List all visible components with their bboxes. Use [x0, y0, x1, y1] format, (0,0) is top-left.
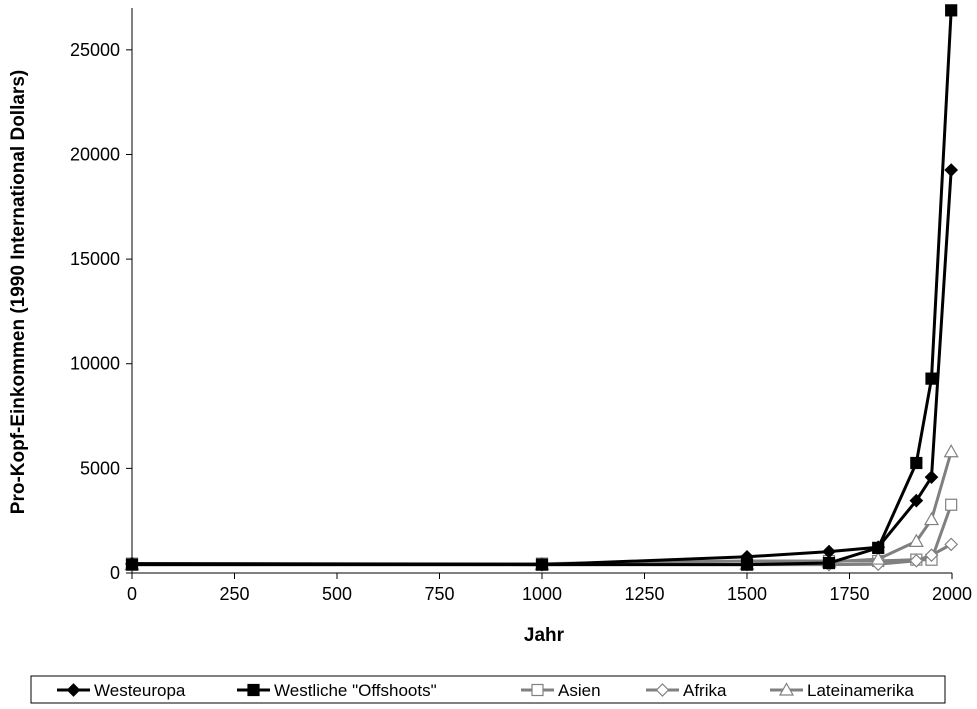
data-point	[925, 372, 938, 385]
x-tick-label: 1500	[727, 584, 767, 604]
series-line	[132, 10, 953, 567]
legend-entry: Afrika	[646, 681, 727, 700]
legend-label: Afrika	[683, 681, 727, 700]
y-axis-title: Pro-Kopf-Einkommen (1990 International D…	[8, 70, 29, 514]
x-tick-label: 2000	[932, 584, 972, 604]
series-line	[131, 169, 953, 567]
y-ticks: 0 5000 10000 15000 20000 25000	[70, 40, 132, 583]
y-tick-label: 25000	[70, 40, 120, 60]
data-point	[740, 558, 754, 571]
data-point	[125, 558, 139, 571]
series-0	[125, 163, 959, 572]
legend-entry: Westeuropa	[57, 681, 186, 700]
data-point	[944, 163, 959, 177]
legend-marker	[247, 683, 260, 697]
x-axis-title: Jahr	[524, 625, 565, 646]
data-point	[924, 470, 939, 485]
data-point	[944, 537, 959, 552]
x-tick-label: 1000	[522, 584, 562, 604]
legend-marker	[778, 682, 795, 696]
data-point	[945, 4, 958, 17]
legend-marker	[531, 683, 544, 697]
y-tick-label: 15000	[70, 249, 120, 269]
data-point	[910, 456, 923, 470]
legend: Westeuropa Westliche "Offshoots" Asien Afri…	[30, 675, 946, 704]
x-tick-label: 0	[127, 584, 137, 604]
plot-area	[124, 4, 959, 572]
x-tick-label: 500	[322, 584, 352, 604]
legend-marker	[66, 683, 81, 697]
data-point	[923, 511, 940, 526]
y-tick-label: 5000	[80, 458, 120, 478]
data-point	[943, 444, 959, 458]
legend-marker	[655, 683, 670, 697]
legend-label: Lateinamerika	[807, 681, 914, 700]
y-tick-label: 20000	[70, 144, 120, 164]
data-point	[870, 551, 886, 565]
series-1	[125, 4, 958, 571]
data-point	[909, 493, 924, 508]
data-point	[872, 541, 885, 554]
legend-entry: Asien	[521, 681, 601, 700]
data-point	[822, 556, 836, 570]
legend-label: Asien	[558, 681, 601, 700]
x-tick-label: 1250	[624, 584, 664, 604]
x-ticks: 0 250 500 750 1000 1250 1500 1750 2000	[127, 573, 972, 604]
data-point	[909, 553, 924, 568]
axes	[131, 8, 952, 574]
legend-label: Westliche "Offshoots"	[274, 681, 437, 700]
data-point	[908, 533, 924, 547]
y-tick-label: 0	[110, 563, 120, 583]
y-tick-label: 10000	[70, 354, 120, 374]
legend-label: Westeuropa	[94, 681, 186, 700]
legend-entry: Westliche "Offshoots"	[237, 681, 437, 700]
legend-entry: Lateinamerika	[770, 681, 914, 700]
x-tick-label: 1750	[829, 584, 869, 604]
data-point	[924, 548, 939, 563]
data-point	[535, 558, 549, 571]
x-tick-label: 750	[424, 584, 454, 604]
data-point	[945, 498, 958, 511]
x-tick-label: 250	[219, 584, 249, 604]
